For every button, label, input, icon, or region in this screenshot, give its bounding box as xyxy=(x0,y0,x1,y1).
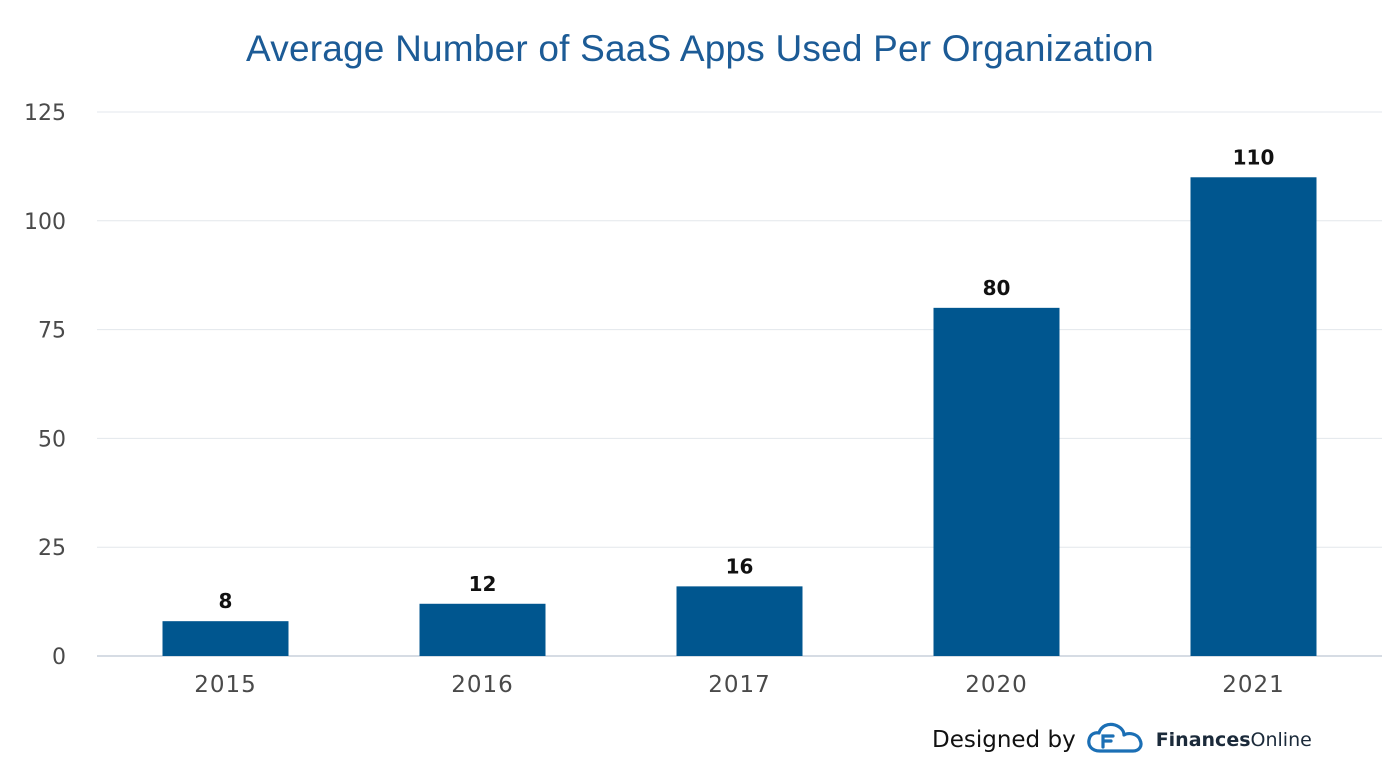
x-tick-label: 2020 xyxy=(965,672,1028,698)
data-label: 12 xyxy=(469,572,497,596)
chart-title: Average Number of SaaS Apps Used Per Org… xyxy=(246,28,1154,69)
y-tick-label: 0 xyxy=(52,645,66,670)
brand-name: FinancesOnline xyxy=(1156,729,1312,751)
data-label: 8 xyxy=(219,589,233,613)
gridlines xyxy=(97,111,1382,657)
bar xyxy=(162,621,289,656)
data-label: 110 xyxy=(1233,145,1275,169)
y-tick-label: 25 xyxy=(38,536,66,561)
x-axis-tick-labels: 2015 2016 2017 2020 2021 xyxy=(194,672,1285,698)
y-tick-label: 125 xyxy=(24,101,66,126)
bars xyxy=(162,177,1317,656)
x-tick-label: 2017 xyxy=(708,672,771,698)
bar xyxy=(419,603,546,656)
y-tick-label: 100 xyxy=(24,210,66,235)
cloud-logo-icon xyxy=(1086,721,1148,759)
x-tick-label: 2021 xyxy=(1222,672,1285,698)
data-labels: 8 12 16 80 110 xyxy=(219,145,1275,613)
x-tick-label: 2016 xyxy=(451,672,514,698)
designed-by-credit: Designed by FinancesOnline xyxy=(932,718,1312,762)
financesonline-logo[interactable]: FinancesOnline xyxy=(1086,721,1312,759)
brand-name-bold: Finances xyxy=(1155,729,1251,751)
designed-by-label: Designed by xyxy=(932,727,1076,753)
y-tick-label: 75 xyxy=(38,319,66,344)
y-tick-label: 50 xyxy=(38,427,66,452)
brand-name-regular: Online xyxy=(1250,729,1312,751)
bar xyxy=(676,586,803,656)
x-tick-label: 2015 xyxy=(194,672,257,698)
bar xyxy=(933,307,1060,656)
data-label: 80 xyxy=(983,276,1011,300)
bar xyxy=(1190,177,1317,656)
data-label: 16 xyxy=(726,554,754,578)
y-axis-tick-labels: 0 25 50 75 100 125 xyxy=(24,101,66,670)
